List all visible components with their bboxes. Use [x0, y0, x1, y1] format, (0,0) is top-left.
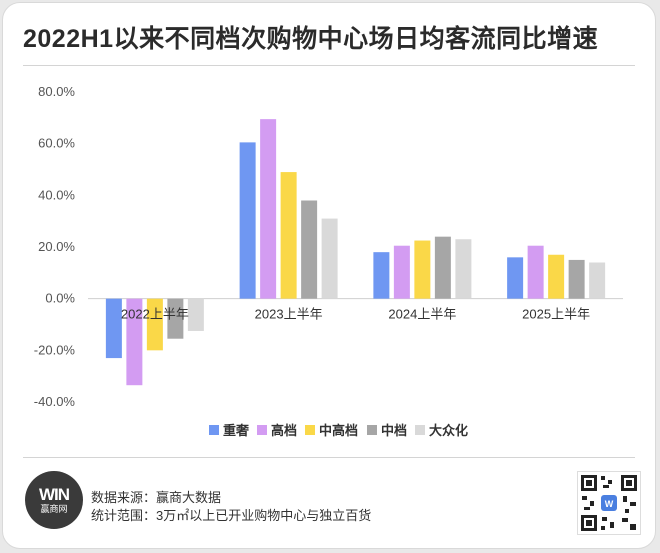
- logo-mark: WIN: [38, 484, 70, 504]
- bar-中档-2023上半年: [301, 200, 318, 299]
- bar-中档-2025上半年: [568, 259, 585, 299]
- y-tick-label: -20.0%: [34, 342, 76, 357]
- bar-大众化-2024上半年: [455, 239, 472, 299]
- winshang-logo: WIN 赢商网: [25, 471, 83, 529]
- footer-notes: 数据来源：赢商大数据 统计范围：3万㎡以上已开业购物中心与独立百货: [91, 489, 371, 525]
- bar-中档-2024上半年: [434, 236, 451, 299]
- logo-name: 赢商网: [40, 503, 68, 514]
- bar-重奢-2023上半年: [239, 142, 256, 299]
- bar-高档-2025上半年: [527, 245, 544, 299]
- bar-重奢-2022上半年: [105, 298, 122, 359]
- bar-中高档-2024上半年: [414, 240, 431, 299]
- y-tick-label: 80.0%: [38, 84, 75, 99]
- x-tick-label: 2024上半年: [388, 307, 456, 322]
- legend-swatch-大众化: [415, 425, 425, 435]
- y-tick-label: -40.0%: [34, 394, 76, 409]
- bar-大众化-2025上半年: [589, 262, 606, 299]
- bar-重奢-2025上半年: [507, 257, 524, 299]
- chart-title: 2022H1以来不同档次购物中心场日均客流同比增速: [23, 25, 599, 53]
- bar-大众化-2022上半年: [187, 298, 204, 331]
- bar-高档-2022上半年: [126, 298, 143, 386]
- qr-code-icon: W: [577, 471, 641, 535]
- legend-swatch-重奢: [209, 425, 219, 435]
- bar-中高档-2022上半年: [146, 298, 163, 351]
- y-tick-label: 20.0%: [38, 239, 75, 254]
- legend-swatch-中高档: [305, 425, 315, 435]
- legend-label-大众化: 大众化: [429, 423, 468, 438]
- svg-text:W: W: [605, 499, 614, 509]
- bar-重奢-2024上半年: [373, 252, 390, 299]
- title-divider: [23, 65, 635, 66]
- x-tick-label: 2023上半年: [255, 307, 323, 322]
- y-tick-label: 60.0%: [38, 136, 75, 151]
- data-source-note: 数据来源：赢商大数据: [91, 490, 222, 505]
- data-scope-note: 统计范围：3万㎡以上已开业购物中心与独立百货: [91, 508, 372, 523]
- x-tick-label: 2025上半年: [522, 307, 590, 322]
- legend-label-中档: 中档: [381, 423, 407, 438]
- bar-chart: 80.0% 60.0% 40.0% 20.0% 0.0% -20.0% -40.0% 2022…: [34, 84, 623, 438]
- legend-swatch-高档: [257, 425, 267, 435]
- x-tick-label: 2022上半年: [121, 307, 189, 322]
- bar-大众化-2023上半年: [321, 218, 338, 299]
- bar-中高档-2023上半年: [280, 172, 297, 299]
- bar-中档-2022上半年: [167, 298, 184, 339]
- legend-label-高档: 高档: [271, 423, 297, 438]
- legend-label-中高档: 中高档: [319, 423, 358, 438]
- legend-swatch-中档: [367, 425, 377, 435]
- footer-divider: [23, 457, 635, 458]
- legend-label-重奢: 重奢: [223, 423, 250, 438]
- y-tick-label: 40.0%: [38, 187, 75, 202]
- bar-高档-2024上半年: [393, 245, 410, 299]
- bar-中高档-2025上半年: [548, 254, 565, 299]
- bar-高档-2023上半年: [260, 119, 277, 299]
- y-tick-label: 0.0%: [45, 291, 75, 306]
